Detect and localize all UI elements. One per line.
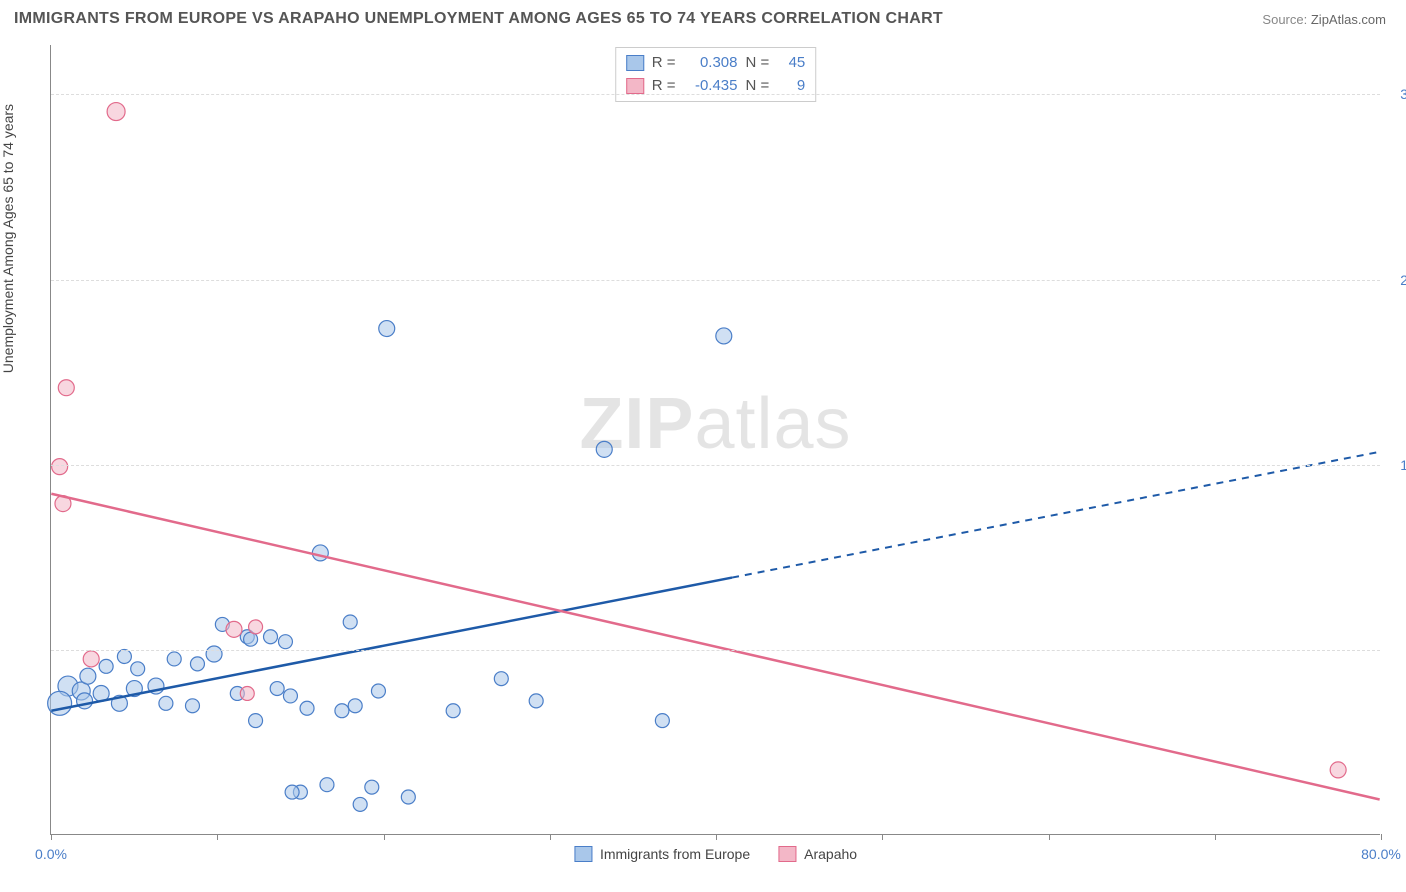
chart-title: IMMIGRANTS FROM EUROPE VS ARAPAHO UNEMPL… <box>14 10 943 28</box>
y-tick-label: 30.0% <box>1385 86 1406 102</box>
data-point <box>117 649 131 663</box>
legend-label-blue: Immigrants from Europe <box>600 846 750 862</box>
gridline <box>51 94 1380 95</box>
x-tick <box>1215 834 1216 840</box>
data-point <box>48 691 72 715</box>
source-attribution: Source: ZipAtlas.com <box>1262 12 1386 27</box>
data-point <box>379 321 395 337</box>
data-point <box>283 689 297 703</box>
data-point <box>52 459 68 475</box>
data-point <box>99 659 113 673</box>
data-point <box>401 790 415 804</box>
data-point <box>343 615 357 629</box>
x-tick <box>384 834 385 840</box>
data-point <box>190 657 204 671</box>
x-tick-label: 80.0% <box>1361 846 1401 862</box>
x-tick <box>1049 834 1050 840</box>
y-axis-label: Unemployment Among Ages 65 to 74 years <box>0 104 16 373</box>
y-tick-label: 15.0% <box>1385 457 1406 473</box>
x-tick <box>1381 834 1382 840</box>
data-point <box>335 704 349 718</box>
swatch-blue <box>574 846 592 862</box>
legend-item-pink: Arapaho <box>778 846 857 862</box>
x-tick <box>716 834 717 840</box>
data-point <box>249 620 263 634</box>
x-tick <box>550 834 551 840</box>
y-tick-label: 7.5% <box>1385 642 1406 658</box>
gridline <box>51 280 1380 281</box>
data-point <box>107 103 125 121</box>
data-point <box>240 686 254 700</box>
legend-label-pink: Arapaho <box>804 846 857 862</box>
data-point <box>58 380 74 396</box>
data-point <box>285 785 299 799</box>
data-point <box>320 778 334 792</box>
data-point <box>185 699 199 713</box>
data-point <box>529 694 543 708</box>
data-point <box>348 699 362 713</box>
data-point <box>131 662 145 676</box>
data-point <box>446 704 460 718</box>
data-point <box>716 328 732 344</box>
data-point <box>249 714 263 728</box>
data-point <box>206 646 222 662</box>
gridline <box>51 650 1380 651</box>
data-point <box>596 441 612 457</box>
source-value: ZipAtlas.com <box>1311 12 1386 27</box>
data-point <box>83 651 99 667</box>
data-point <box>80 668 96 684</box>
data-point <box>655 714 669 728</box>
data-point <box>365 780 379 794</box>
trend-line <box>51 578 732 711</box>
data-point <box>300 701 314 715</box>
data-point <box>371 684 385 698</box>
legend-item-blue: Immigrants from Europe <box>574 846 750 862</box>
data-point <box>278 635 292 649</box>
plot-area: ZIPatlas R = 0.308 N = 45 R = -0.435 N =… <box>50 45 1380 835</box>
data-point <box>159 696 173 710</box>
x-tick-label: 0.0% <box>35 846 67 862</box>
source-label: Source: <box>1262 12 1307 27</box>
correlation-chart: IMMIGRANTS FROM EUROPE VS ARAPAHO UNEMPL… <box>0 0 1406 892</box>
data-point <box>1330 762 1346 778</box>
data-point <box>353 797 367 811</box>
swatch-pink <box>778 846 796 862</box>
data-point <box>270 682 284 696</box>
gridline <box>51 465 1380 466</box>
data-point <box>167 652 181 666</box>
plot-svg <box>51 45 1380 834</box>
bottom-legend: Immigrants from Europe Arapaho <box>574 846 857 862</box>
trend-line-extrapolated <box>732 452 1380 578</box>
x-tick <box>51 834 52 840</box>
data-point <box>226 621 242 637</box>
y-tick-label: 22.5% <box>1385 272 1406 288</box>
data-point <box>312 545 328 561</box>
data-point <box>264 630 278 644</box>
x-tick <box>217 834 218 840</box>
data-point <box>494 672 508 686</box>
x-tick <box>882 834 883 840</box>
